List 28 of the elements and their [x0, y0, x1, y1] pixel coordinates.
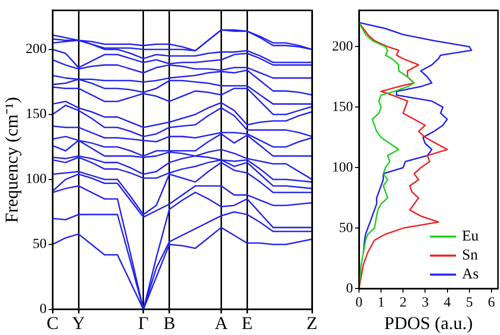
y-tick-label: 50: [32, 237, 47, 252]
x-tick-label: 6: [488, 296, 495, 311]
y-tick-label: 200: [332, 39, 353, 54]
x-tick-label: Γ: [138, 312, 149, 333]
y-tick-label: 0: [346, 281, 353, 296]
y-tick-label: 100: [332, 160, 353, 176]
y-tick-label: 150: [332, 100, 353, 115]
y-tick-label: 150: [26, 107, 47, 122]
x-tick-label: A: [214, 312, 228, 333]
x-axis-title: PDOS (a.u.): [384, 312, 473, 333]
x-tick-label: 2: [400, 296, 407, 311]
x-tick-label: B: [163, 312, 176, 333]
x-tick-label: 1: [378, 296, 385, 311]
y-tick-label: 50: [339, 220, 353, 236]
x-tick-label: Z: [306, 312, 318, 333]
x-tick-label: Y: [72, 312, 86, 333]
y-tick-label: 200: [26, 42, 47, 58]
legend-label: Eu: [462, 228, 480, 245]
x-tick-label: E: [242, 312, 253, 333]
y-axis-title: Frequency (cm⁻¹): [2, 96, 22, 223]
x-tick-label: 4: [444, 296, 451, 311]
x-tick-label: 3: [422, 296, 429, 311]
x-tick-label: 5: [466, 296, 473, 311]
legend-label: As: [462, 266, 479, 283]
x-tick-label: C: [46, 312, 59, 333]
y-tick-label: 100: [26, 172, 47, 188]
legend-label: Sn: [462, 248, 478, 264]
x-tick-label: 0: [356, 296, 362, 311]
